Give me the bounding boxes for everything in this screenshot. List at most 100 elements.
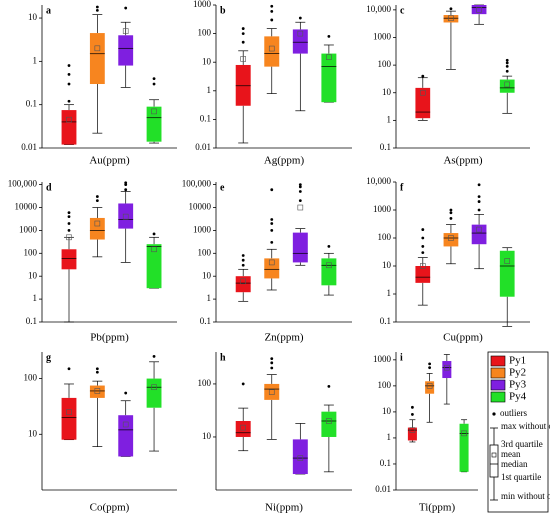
mean [122, 28, 129, 34]
mean [476, 226, 482, 233]
outlier [298, 185, 302, 189]
mean [419, 263, 426, 269]
outlier [505, 69, 509, 73]
outlier [95, 5, 99, 9]
outlier [241, 258, 245, 262]
outlier [270, 218, 274, 221]
y-tick-label: 1 [387, 114, 392, 124]
y-tick-label: 100 [378, 232, 392, 242]
panel-label: a [46, 5, 51, 16]
outlier [421, 245, 425, 248]
mean [409, 427, 416, 433]
box [499, 79, 515, 93]
mean [66, 116, 72, 123]
mean [240, 424, 246, 431]
box [415, 87, 431, 119]
x-axis-label: Cu(ppm) [443, 332, 483, 344]
mean [326, 54, 332, 60]
outlier [270, 361, 274, 365]
y-tick-label: 100 [198, 247, 212, 257]
outlier [421, 236, 425, 240]
y-tick-label: 100,000 [8, 179, 38, 189]
box [235, 64, 251, 106]
outlier [477, 208, 481, 212]
y-tick-label: 10,000 [366, 4, 391, 14]
x-axis-label: Ti(ppm) [419, 502, 456, 514]
outlier [449, 217, 453, 220]
outlier [241, 27, 245, 30]
x-axis-label: Co(ppm) [90, 502, 130, 514]
legend-frame [487, 351, 549, 513]
y-tick-label: 0.01 [195, 142, 211, 152]
outlier [298, 183, 302, 187]
outlier [505, 58, 509, 62]
mean [122, 421, 129, 428]
y-tick-label: 100 [198, 378, 212, 388]
outlier [449, 208, 453, 212]
box [292, 232, 308, 263]
mean [240, 278, 246, 285]
outlier [270, 18, 274, 22]
box [321, 53, 337, 103]
panel: g Co(ppm) 10 100 [24, 352, 177, 514]
outlier [241, 40, 245, 44]
panel-label: g [46, 352, 51, 363]
key-label: outliers [500, 408, 527, 418]
y-tick-label: 0.1 [380, 458, 391, 468]
outlier [270, 4, 274, 8]
outlier [421, 251, 425, 255]
outlier [411, 405, 414, 409]
box [118, 35, 134, 66]
y-tick-label: 100,000 [182, 179, 212, 189]
y-tick-label: 100 [378, 380, 392, 390]
y-tick-label: 100 [24, 247, 38, 257]
y-tick-label: 10 [28, 12, 38, 22]
mean [297, 455, 304, 461]
box [89, 217, 105, 240]
y-tick-label: 1000 [373, 354, 392, 364]
outlier [67, 99, 71, 103]
y-tick-label: 10 [382, 260, 392, 270]
outlier [270, 222, 274, 225]
legend-swatch [490, 367, 506, 379]
box [471, 224, 487, 245]
y-tick-label: 1 [33, 293, 38, 303]
legend-swatch [490, 391, 506, 403]
outlier [67, 211, 71, 214]
box [118, 415, 134, 457]
box [264, 36, 280, 67]
y-tick-label: 0.01 [375, 484, 391, 494]
box [235, 276, 251, 293]
y-tick-label: 0.1 [380, 142, 391, 152]
y-tick-label: 10,000 [366, 176, 391, 186]
outlier [327, 34, 331, 38]
panel: c As(ppm) 0.1 1 10 100 1000 10,000 [366, 4, 530, 167]
y-tick-label: 1000 [373, 204, 392, 214]
panel-label: f [400, 182, 404, 193]
key-label: median [501, 459, 528, 469]
legend-label: Py2 [509, 367, 526, 379]
mean [122, 213, 129, 220]
outlier [298, 190, 302, 193]
legend-swatch [490, 379, 506, 391]
outlier [241, 263, 245, 267]
box [415, 266, 431, 283]
outlier [327, 384, 331, 388]
mean [326, 262, 332, 269]
box [118, 203, 134, 229]
outlier [411, 413, 414, 416]
y-tick-label: 10 [382, 406, 392, 416]
box [292, 29, 308, 54]
key-label: max without outliers [501, 421, 550, 431]
outlier [124, 391, 128, 395]
box [146, 244, 162, 289]
mean [268, 259, 275, 266]
box [61, 249, 77, 270]
box [61, 397, 77, 440]
mean [448, 235, 454, 241]
mean [151, 246, 157, 253]
outlier [67, 82, 71, 86]
